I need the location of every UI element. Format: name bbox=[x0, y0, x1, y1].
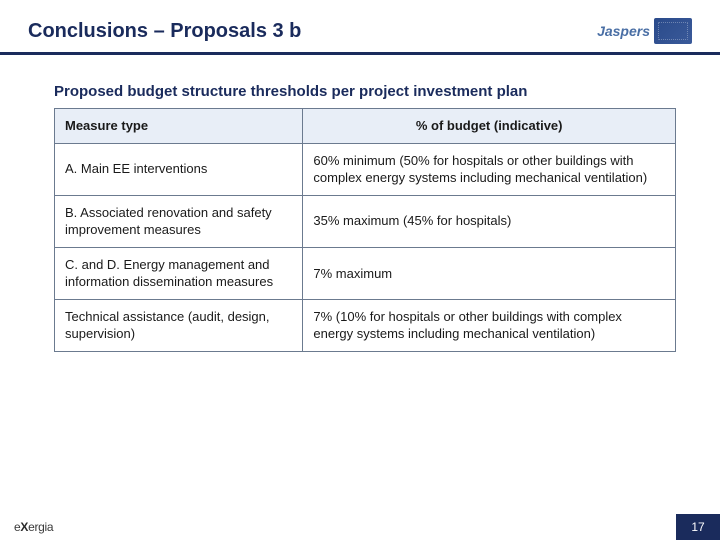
table-row: A. Main EE interventions 60% minimum (50… bbox=[55, 143, 676, 195]
jaspers-logo: Jaspers bbox=[597, 18, 692, 44]
cell-budget: 7% maximum bbox=[303, 247, 676, 299]
slide-header: Conclusions – Proposals 3 b Jaspers bbox=[0, 0, 720, 52]
cell-measure: Technical assistance (audit, design, sup… bbox=[55, 299, 303, 351]
content-subtitle: Proposed budget structure thresholds per… bbox=[54, 83, 676, 100]
page-number: 17 bbox=[676, 514, 720, 540]
col-header-budget: % of budget (indicative) bbox=[303, 109, 676, 144]
col-header-measure: Measure type bbox=[55, 109, 303, 144]
cell-budget: 35% maximum (45% for hospitals) bbox=[303, 195, 676, 247]
cell-budget: 7% (10% for hospitals or other buildings… bbox=[303, 299, 676, 351]
jaspers-logo-icon bbox=[654, 18, 692, 44]
table-header-row: Measure type % of budget (indicative) bbox=[55, 109, 676, 144]
cell-budget: 60% minimum (50% for hospitals or other … bbox=[303, 143, 676, 195]
exergia-logo: eXergia bbox=[14, 520, 53, 534]
cell-measure: C. and D. Energy management and informat… bbox=[55, 247, 303, 299]
slide-title: Conclusions – Proposals 3 b bbox=[28, 20, 301, 43]
budget-table: Measure type % of budget (indicative) A.… bbox=[54, 108, 676, 352]
cell-measure: B. Associated renovation and safety impr… bbox=[55, 195, 303, 247]
table-row: Technical assistance (audit, design, sup… bbox=[55, 299, 676, 351]
table-row: C. and D. Energy management and informat… bbox=[55, 247, 676, 299]
footer-left: eXergia bbox=[0, 518, 676, 536]
jaspers-logo-text: Jaspers bbox=[597, 23, 650, 39]
table-row: B. Associated renovation and safety impr… bbox=[55, 195, 676, 247]
slide-footer: eXergia 17 bbox=[0, 514, 720, 540]
slide-content: Proposed budget structure thresholds per… bbox=[0, 55, 720, 352]
cell-measure: A. Main EE interventions bbox=[55, 143, 303, 195]
